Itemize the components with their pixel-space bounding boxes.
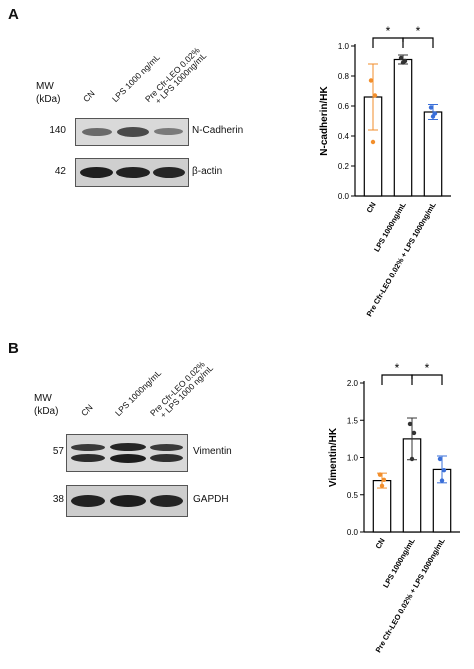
y-tick-label: 2.0 [347, 379, 359, 388]
data-point [379, 483, 385, 489]
y-tick-label: 0.0 [347, 528, 359, 537]
protein-label-gapdh: GAPDH [193, 494, 229, 505]
data-point [368, 78, 374, 83]
y-tick-label: 0.0 [338, 192, 350, 201]
significance-bracket [411, 374, 443, 385]
blot-n-cadherin [75, 118, 189, 146]
panel-letter-a: A [8, 6, 19, 23]
protein-label-bactin: β-actin [192, 166, 223, 177]
protein-label-vim: Vimentin [193, 446, 232, 457]
band [71, 495, 105, 507]
kda-marker-bactin: 42 [54, 166, 66, 177]
y-tick-label: 0.2 [338, 162, 350, 171]
protein-label-ncad: N-Cadherin [192, 125, 244, 136]
kda-marker-vim: 57 [52, 446, 64, 457]
band [110, 454, 146, 463]
significance-star: * [395, 361, 400, 375]
y-tick-label: 0.5 [347, 491, 359, 500]
data-point [430, 114, 436, 119]
blot-vimentin [66, 434, 188, 472]
y-tick-label: 1.5 [347, 416, 359, 425]
y-tick-label: 0.4 [338, 132, 350, 141]
significance-bracket [402, 37, 434, 48]
panel-letter-b: B [8, 340, 19, 357]
kda-marker-gapdh: 38 [52, 494, 64, 505]
band [80, 167, 113, 178]
data-point [428, 105, 434, 110]
data-point [370, 139, 376, 145]
y-tick-label: 0.6 [338, 102, 350, 111]
band [110, 495, 146, 507]
band [71, 444, 105, 451]
significance-bracket [381, 374, 413, 385]
blot-gapdh [66, 485, 188, 517]
band [154, 128, 183, 135]
data-point [381, 477, 387, 483]
mw-label-b: MW (kDa) [34, 392, 58, 418]
data-point [411, 430, 417, 436]
data-point [407, 421, 413, 427]
data-point [377, 472, 383, 477]
x-tick-label: LPS 1000ng/mL [381, 536, 417, 589]
data-point [439, 478, 445, 483]
band [82, 128, 112, 136]
significance-star: * [386, 24, 391, 38]
band [110, 443, 146, 451]
data-point [437, 456, 443, 462]
y-axis-label: Vimentin/HK [328, 427, 339, 487]
y-axis-label: N-cadherin/HK [319, 85, 330, 155]
kda-text: (kDa) [34, 406, 59, 417]
data-point [372, 93, 378, 98]
y-tick-label: 1.0 [338, 42, 350, 51]
data-point [409, 456, 415, 462]
band [116, 167, 150, 178]
blot-b-actin [75, 158, 189, 187]
band [117, 127, 149, 137]
x-tick-label: Pre Cfr-LEO 0.02% + LPS 1000ng/mL [374, 536, 447, 654]
band [150, 444, 183, 451]
data-point [398, 55, 404, 61]
y-tick-label: 0.8 [338, 72, 350, 81]
mw-text: MW [34, 393, 52, 404]
mw-label-a: MW (kDa) [36, 80, 60, 106]
band [150, 495, 183, 507]
significance-star: * [425, 361, 430, 375]
y-tick-label: 1.0 [347, 454, 359, 463]
mw-text: MW [36, 81, 54, 92]
data-point [400, 60, 406, 65]
band [71, 454, 105, 462]
significance-star: * [416, 24, 421, 38]
band [153, 167, 185, 178]
x-tick-label: CN [374, 537, 387, 551]
band [150, 454, 183, 462]
kda-marker-ncad: 140 [49, 125, 66, 136]
data-point [441, 467, 447, 473]
kda-text: (kDa) [36, 94, 61, 105]
